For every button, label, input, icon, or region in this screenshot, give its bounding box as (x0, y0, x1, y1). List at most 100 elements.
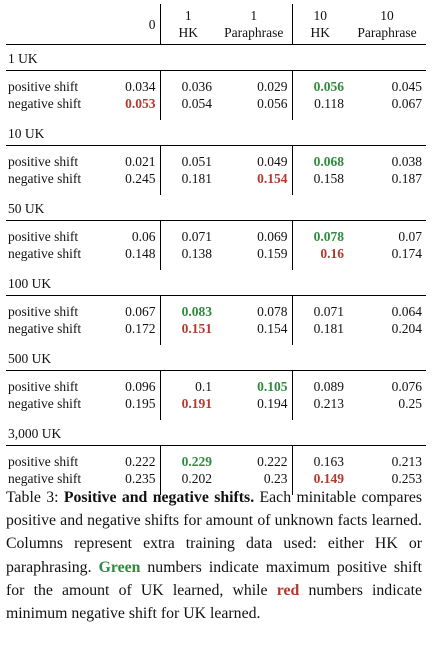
table-cell: 0.069 (216, 220, 293, 245)
table-cell: 0.16 (320, 246, 344, 261)
section-header-row: 500 UK (6, 345, 426, 371)
section-title: 1 UK (6, 44, 426, 71)
table-cell: 0.083 (181, 304, 212, 319)
table-row: negative shift 0.235 0.202 0.23 0.149 0.253 (6, 470, 426, 495)
table-cell: 0.067 (116, 295, 161, 320)
caption-text-3: numbers indicate minimum negative shift … (6, 581, 423, 623)
table-row: positive shift 0.096 0.1 0.105 0.089 0.076 (6, 370, 426, 395)
table-row: negative shift 0.053 0.054 0.056 0.118 0.067 (6, 95, 426, 120)
table-cell: 0.222 (116, 445, 161, 470)
table-cell: 0.06 (116, 220, 161, 245)
table-cell: 0.174 (391, 246, 422, 261)
table-cell: 0.204 (391, 321, 422, 336)
table-cell: 0.078 (216, 295, 293, 320)
table-cell: 0.194 (216, 395, 293, 420)
table-cell: 0.151 (181, 321, 212, 336)
row-label: positive shift (8, 454, 79, 469)
table-cell: 0.138 (181, 246, 212, 261)
table-cell: 0.163 (313, 454, 344, 469)
table-cell: 0.172 (116, 320, 161, 345)
table-cell: 0.158 (313, 171, 344, 186)
table-cell: 0.068 (313, 154, 344, 169)
table-cell: 0.096 (116, 370, 161, 395)
section-header-row: 10 UK (6, 120, 426, 146)
row-label: negative shift (8, 471, 82, 486)
table-cell: 0.053 (116, 95, 161, 120)
table-cell: 0.067 (391, 96, 422, 111)
table-row: positive shift 0.222 0.229 0.222 0.163 0.213 (6, 445, 426, 470)
section-title: 500 UK (6, 345, 426, 371)
table-cell: 0.051 (181, 154, 212, 169)
table-header-row: 0 1 HK 1 Paraphrase 10 HK 10 Paraphrase (6, 4, 426, 45)
table-caption: Table 3: Positive and negative shifts. E… (6, 486, 422, 625)
table-cell: 0.07 (398, 229, 422, 244)
table-cell: 0.036 (181, 79, 212, 94)
table-cell: 0.181 (181, 171, 212, 186)
section-header-row: 50 UK (6, 195, 426, 221)
table-cell: 0.054 (181, 96, 212, 111)
section-header-row: 1 UK (6, 44, 426, 71)
row-label: positive shift (8, 79, 79, 94)
table-cell: 0.1 (195, 379, 212, 394)
table-cell: 0.149 (313, 471, 344, 486)
table-cell: 0.195 (116, 395, 161, 420)
column-header-0: 0 (116, 4, 161, 45)
table-cell: 0.154 (216, 320, 293, 345)
section-title: 3,000 UK (6, 420, 426, 446)
table-cell: 0.056 (313, 79, 344, 94)
caption-red-word: red (276, 581, 300, 599)
table-cell: 0.213 (313, 396, 344, 411)
section-header-row: 3,000 UK (6, 420, 426, 446)
table-cell: 0.064 (391, 304, 422, 319)
table-cell: 0.23 (216, 470, 293, 495)
caption-green-word: Green (98, 558, 141, 576)
table-cell: 0.245 (116, 170, 161, 195)
table-row: positive shift 0.021 0.051 0.049 0.068 0.038 (6, 145, 426, 170)
table-cell: 0.159 (216, 245, 293, 270)
table-cell: 0.029 (216, 70, 293, 95)
table-row: positive shift 0.06 0.071 0.069 0.078 0.07 (6, 220, 426, 245)
table-row: negative shift 0.195 0.191 0.194 0.213 0.25 (6, 395, 426, 420)
table-cell: 0.045 (391, 79, 422, 94)
row-label: positive shift (8, 379, 79, 394)
table-cell: 0.089 (313, 379, 344, 394)
shifts-table: 0 1 HK 1 Paraphrase 10 HK 10 Paraphrase (6, 4, 426, 495)
header-blank (6, 4, 116, 45)
table-cell: 0.049 (216, 145, 293, 170)
column-header-10-hk: 10 HK (292, 4, 348, 45)
row-label: positive shift (8, 229, 79, 244)
row-label: negative shift (8, 246, 82, 261)
table-cell: 0.202 (181, 471, 212, 486)
table-row: negative shift 0.172 0.151 0.154 0.181 0.204 (6, 320, 426, 345)
table-row: positive shift 0.034 0.036 0.029 0.056 0.045 (6, 70, 426, 95)
table-cell: 0.148 (116, 245, 161, 270)
caption-label: Table 3: (6, 489, 59, 506)
column-header-1-hk: 1 HK (160, 4, 216, 45)
caption-text-1: Each minitable compares positive and neg… (6, 489, 422, 576)
table-cell: 0.071 (181, 229, 212, 244)
table-row: positive shift 0.067 0.083 0.078 0.071 0.064 (6, 295, 426, 320)
table-cell: 0.076 (391, 379, 422, 394)
table-cell: 0.021 (116, 145, 161, 170)
table-cell: 0.191 (181, 396, 212, 411)
row-label: negative shift (8, 96, 82, 111)
table-cell: 0.222 (216, 445, 293, 470)
section-header-row: 100 UK (6, 270, 426, 296)
table-cell: 0.038 (391, 154, 422, 169)
row-label: positive shift (8, 304, 79, 319)
table-row: negative shift 0.245 0.181 0.154 0.158 0.187 (6, 170, 426, 195)
caption-text-2: numbers indicate maximum positive shift … (6, 558, 422, 599)
table-cell: 0.181 (313, 321, 344, 336)
table-cell: 0.071 (313, 304, 344, 319)
section-title: 100 UK (6, 270, 426, 296)
table-cell: 0.118 (314, 96, 344, 111)
row-label: negative shift (8, 171, 82, 186)
table-cell: 0.056 (216, 95, 293, 120)
table-cell: 0.253 (391, 471, 422, 486)
table-cell: 0.034 (116, 70, 161, 95)
table-cell: 0.229 (181, 454, 212, 469)
column-header-1-paraphrase: 1 Paraphrase (216, 4, 293, 45)
row-label: negative shift (8, 321, 82, 336)
column-header-10-paraphrase: 10 Paraphrase (348, 4, 426, 45)
table-cell: 0.187 (391, 171, 422, 186)
